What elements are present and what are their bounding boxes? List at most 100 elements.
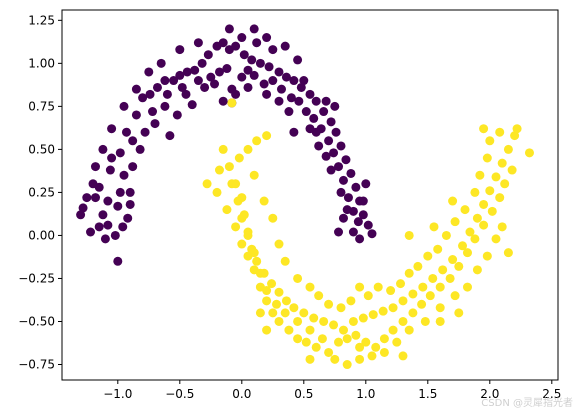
scatter-point-class-1 [299, 308, 309, 318]
scatter-point-class-1 [268, 308, 278, 318]
scatter-point-class-0 [160, 76, 170, 86]
scatter-point-class-0 [294, 96, 304, 106]
scatter-point-class-1 [497, 222, 507, 232]
scatter-point-class-1 [418, 282, 428, 292]
scatter-point-class-1 [482, 153, 492, 163]
scatter-point-class-0 [268, 45, 278, 55]
scatter-point-class-1 [317, 334, 327, 344]
axes-layer: −1.0 −0.5 0.0 0.5 1.0 1.5 2.0 2.5 −0.75 −0.50 −0.2… [18, 13, 561, 401]
scatter-point-class-0 [342, 205, 352, 215]
scatter-point-class-0 [319, 107, 329, 117]
scatter-point-class-1 [293, 316, 303, 326]
scatter-point-class-0 [293, 55, 303, 65]
scatter-point-class-1 [379, 334, 389, 344]
scatter-point-class-1 [485, 136, 495, 146]
scatter-point-class-1 [305, 282, 315, 292]
scatter-point-class-0 [331, 127, 341, 137]
scatter-point-class-0 [193, 76, 203, 86]
scatter-point-class-0 [123, 213, 133, 223]
scatter-point-class-1 [342, 334, 352, 344]
x-tick-label: −1.0 [103, 387, 132, 401]
scatter-point-class-1 [433, 244, 443, 254]
scatter-point-class-1 [227, 179, 237, 189]
scatter-point-class-0 [334, 162, 344, 172]
scatter-point-class-1 [268, 213, 278, 223]
scatter-point-class-1 [231, 222, 241, 232]
scatter-point-class-1 [503, 248, 513, 258]
scatter-point-class-1 [450, 217, 460, 227]
scatter-point-class-0 [218, 96, 228, 106]
scatter-point-class-1 [435, 303, 445, 313]
scatter-point-class-1 [462, 248, 472, 258]
scatter-point-class-1 [237, 239, 247, 249]
scatter-point-class-1 [329, 320, 339, 330]
scatter-point-class-0 [115, 187, 125, 197]
scatter-point-class-1 [309, 313, 319, 323]
scatter-point-class-0 [131, 84, 141, 94]
scatter-point-class-1 [378, 306, 388, 316]
scatter-point-class-0 [110, 230, 120, 240]
scatter-point-class-0 [187, 100, 197, 110]
scatter-point-class-1 [470, 234, 480, 244]
scatter-point-class-1 [470, 187, 480, 197]
scatter-point-class-1 [351, 330, 361, 340]
scatter-point-class-0 [305, 89, 315, 99]
scatter-point-class-0 [105, 165, 115, 175]
scatter-point-class-1 [398, 296, 408, 306]
scatter-point-class-0 [231, 89, 241, 99]
scatter-point-class-1 [404, 325, 414, 335]
scatter-point-class-0 [222, 64, 232, 74]
y-tick-label: 0.00 [28, 228, 55, 242]
scatter-point-class-0 [239, 50, 249, 60]
scatter-point-class-0 [175, 45, 185, 55]
scatter-point-class-0 [115, 148, 125, 158]
y-tick-label: 0.75 [28, 99, 55, 113]
scatter-point-class-1 [202, 179, 212, 189]
scatter-point-class-0 [296, 82, 306, 92]
scatter-point-class-0 [355, 234, 365, 244]
scatter-point-class-1 [388, 303, 398, 313]
scatter-point-class-0 [144, 67, 154, 77]
scatter-point-class-1 [280, 308, 290, 318]
scatter-point-class-1 [334, 337, 344, 347]
scatter-point-class-1 [479, 124, 489, 134]
scatter-point-class-1 [495, 193, 505, 203]
scatter-point-class-0 [274, 96, 284, 106]
scatter-point-class-1 [497, 158, 507, 168]
scatter-point-class-1 [408, 308, 418, 318]
plot-frame [61, 9, 559, 381]
scatter-point-class-0 [156, 58, 166, 68]
scatter-point-class-0 [177, 82, 187, 92]
points-layer [76, 24, 534, 370]
scatter-point-class-1 [472, 213, 482, 223]
scatter-point-class-1 [462, 282, 472, 292]
scatter-point-class-0 [90, 193, 100, 203]
scatter-point-class-0 [200, 82, 210, 92]
scatter-point-class-1 [255, 308, 265, 318]
scatter-point-class-0 [255, 58, 265, 68]
scatter-point-class-0 [90, 162, 100, 172]
scatter-point-class-0 [98, 144, 108, 154]
scatter-point-class-0 [86, 227, 96, 237]
scatter-point-class-0 [358, 196, 368, 206]
scatter-point-class-0 [358, 210, 368, 220]
scatter-point-class-0 [121, 127, 131, 137]
scatter-point-class-1 [404, 230, 414, 240]
x-tick-label: −0.5 [165, 387, 194, 401]
scatter-point-class-0 [330, 101, 340, 111]
scatter-point-class-0 [237, 72, 247, 82]
scatter-point-class-1 [368, 310, 378, 320]
scatter-point-class-0 [305, 124, 315, 134]
scatter-point-class-0 [138, 93, 148, 103]
scatter-point-class-1 [429, 222, 439, 232]
scatter-point-class-0 [231, 41, 241, 51]
scatter-point-class-1 [218, 144, 228, 154]
scatter-point-class-1 [262, 286, 272, 296]
scatter-point-class-1 [233, 196, 243, 206]
scatter-point-class-1 [465, 227, 475, 237]
scatter-point-class-0 [243, 82, 253, 92]
x-tick-label: 1.5 [418, 387, 437, 401]
scatter-point-class-1 [249, 170, 259, 180]
scatter-point-class-0 [289, 127, 299, 137]
